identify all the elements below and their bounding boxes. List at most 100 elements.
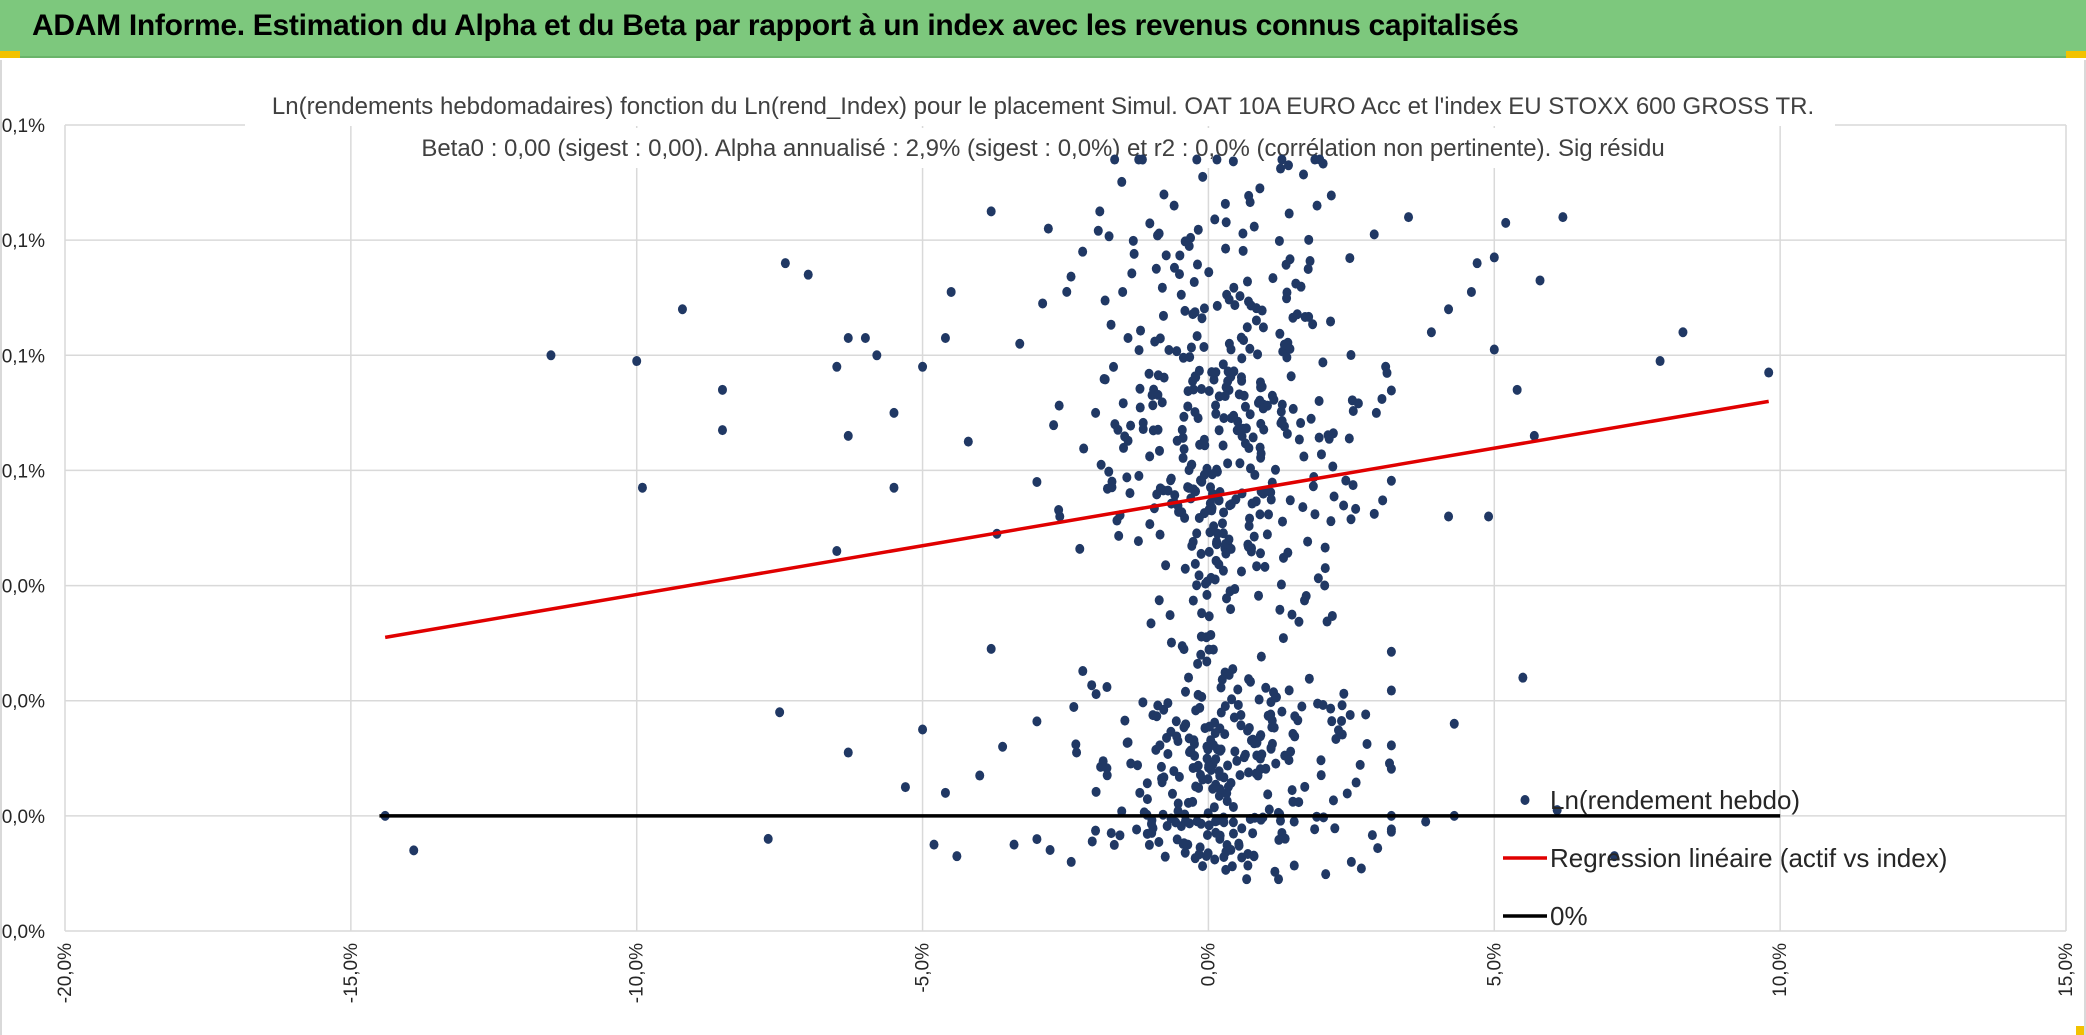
scatter-point [1243,860,1253,871]
scatter-point [1162,821,1172,832]
scatter-point [1218,528,1228,539]
scatter-point [1300,311,1310,322]
scatter-point [1054,400,1064,411]
scatter-point [1194,365,1204,376]
scatter-point [1175,250,1185,261]
scatter-point [1277,516,1287,527]
scatter-point [1232,425,1242,436]
scatter-point [1316,770,1326,781]
scatter-point [1268,273,1278,284]
scatter-point [1320,563,1330,574]
scatter-point [1192,331,1202,342]
scatter-point [1217,518,1227,529]
scatter-point [1071,739,1081,750]
scatter-point [1288,403,1298,414]
scatter-point [1125,488,1135,499]
scatter-point [1189,738,1199,749]
scatter-point [1216,744,1226,755]
legend-marker [1520,795,1530,805]
scatter-point [1223,458,1233,469]
scatter-point [1346,350,1356,361]
scatter-point [832,361,842,372]
scatter-point [1386,646,1396,657]
scatter-point [1159,372,1169,383]
scatter-point [1196,548,1206,559]
x-tick-label: 15,0% [2056,943,2077,997]
scatter-point [1135,402,1145,413]
scatter-point [1220,701,1230,712]
scatter-point [1283,547,1293,558]
scatter-point [1236,372,1246,383]
scatter-point [1045,845,1055,856]
scatter-point [1326,703,1336,714]
scatter-point [1421,816,1431,827]
scatter-point [1310,154,1320,165]
scatter-point [1337,715,1347,726]
scatter-point [1188,536,1198,547]
scatter-point [1148,710,1158,721]
scatter-point [1348,406,1358,417]
scatter-point [1145,218,1155,229]
scatter-point [1444,304,1454,315]
scatter-point [1235,458,1245,469]
scatter-point [1234,838,1244,849]
scatter-point [1136,325,1146,336]
scatter-point [1256,382,1266,393]
scatter-point [1166,475,1176,486]
scatter-point [1346,856,1356,867]
scatter-point [1298,502,1308,513]
scatter-point [1299,451,1309,462]
scatter-point [1244,674,1254,685]
scatter-point [1155,529,1165,540]
scatter-point [1501,217,1511,228]
scatter-point [1154,445,1164,456]
scatter-point [1107,482,1117,493]
scatter-point [1196,649,1206,660]
scatter-point [1179,444,1189,455]
scatter-point [1310,824,1320,835]
scatter-point [986,206,996,217]
scatter-point [1609,851,1619,862]
scatter-point [843,430,853,441]
scatter-point [1339,500,1349,511]
scatter-point [1195,439,1205,450]
scatter-point [1091,689,1101,700]
scatter-point [1079,443,1089,454]
scatter-point [1230,746,1240,757]
scatter-point [1209,521,1219,532]
scatter-point [1367,830,1377,841]
x-tick-label: -10,0% [627,943,648,1003]
scatter-point [1179,722,1189,733]
scatter-point [1138,697,1148,708]
scatter-point [1091,407,1101,418]
scatter-point [1275,815,1285,826]
series-lines [379,399,1781,818]
scatter-point [1369,508,1379,519]
scatter-point [1210,574,1220,585]
y-tick-label: 0,1% [2,116,45,137]
scatter-point [1344,433,1354,444]
scatter-point [1118,286,1128,297]
scatter-point [1201,850,1211,861]
scatter-point [1219,413,1229,424]
scatter-point [1235,291,1245,302]
scatter-point [1192,259,1202,270]
left-corner-marker [0,51,20,58]
scatter-point [1172,435,1182,446]
scatter-point [1177,641,1187,652]
scatter-point [1054,505,1064,516]
scatter-point [1193,689,1203,700]
scatter-point [872,350,882,361]
scatter-point [1269,687,1279,698]
legend: Ln(rendement hebdo) Regression linéaire (… [1503,785,1947,931]
scatter-point [1327,610,1337,621]
scatter-point [1220,729,1230,740]
scatter-point [1211,555,1221,566]
scatter-point [1219,817,1229,828]
scatter-point [1032,476,1042,487]
axis-labels: 0,0% 0,0% 0,0% 0,0% 0,1% 0,1% 0,1% 0,1% -20,0% -1… [2,116,2077,1003]
scatter-point [1122,737,1132,748]
scatter-point [1386,763,1396,774]
scatter-point [940,787,950,798]
scatter-point [1126,420,1136,431]
